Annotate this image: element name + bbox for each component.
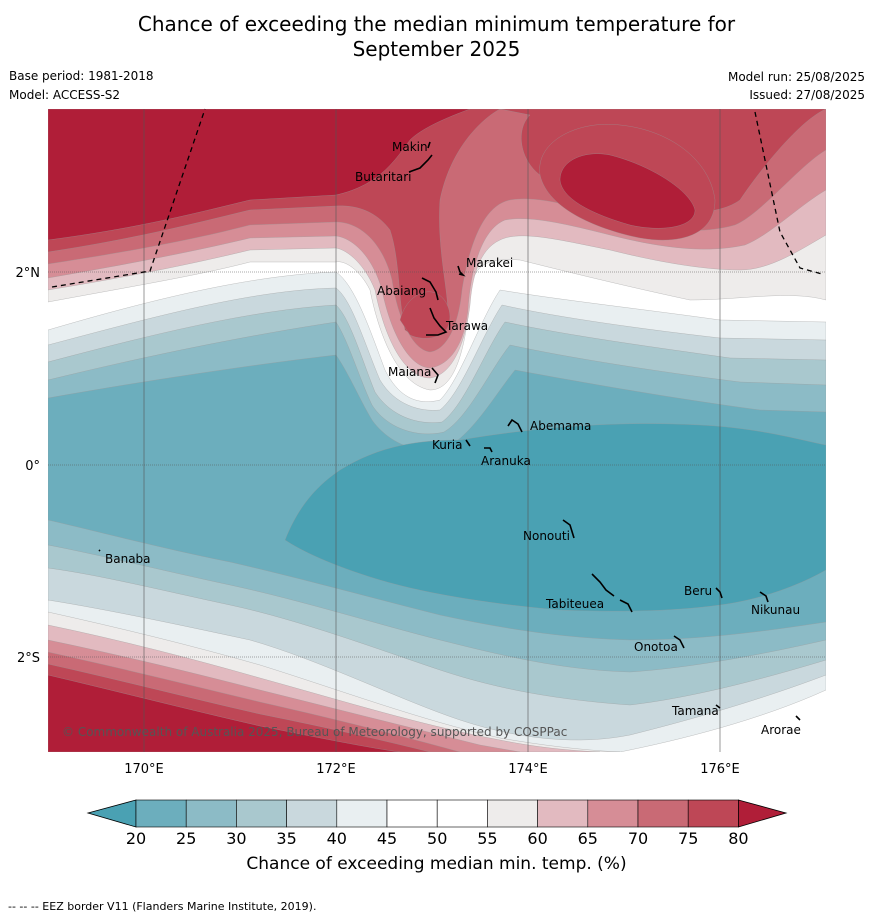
island-shape-nonouti — [562, 519, 575, 539]
colorbar-segment — [487, 799, 538, 828]
lat-label-0: 0° — [25, 459, 40, 474]
lon-label-172: 172°E — [316, 762, 356, 777]
colorbar-tick-label: 35 — [276, 829, 296, 848]
colorbar-tick-label: 65 — [578, 829, 598, 848]
colorbar-tick-label: 20 — [126, 829, 146, 848]
eez-border-east — [754, 111, 823, 275]
colorbar-segment — [286, 799, 338, 828]
lon-axis: 170°E 172°E 174°E 176°E — [124, 762, 740, 777]
island-shape-arorae — [795, 715, 801, 721]
place-label-tamana: Tamana — [671, 704, 719, 718]
place-label-arorae: Arorae — [761, 723, 801, 737]
island-shape-tabiteuea — [591, 573, 633, 613]
island-shape-maiana — [431, 367, 439, 384]
colorbar-segment — [537, 799, 589, 828]
lat-label-2n: 2°N — [16, 266, 41, 281]
place-labels: Makin Butaritari Marakei Abaiang Tarawa … — [105, 140, 801, 737]
island-shape-tamana — [715, 704, 721, 709]
place-label-tarawa: Tarawa — [445, 319, 488, 333]
island-shape-makin — [427, 141, 431, 149]
colorbar-tick-label: 60 — [527, 829, 547, 848]
copyright-notice: © Commonwealth of Australia 2025, Bureau… — [62, 725, 567, 739]
base-period: Base period: 1981-2018 — [9, 69, 154, 83]
model-name: Model: ACCESS-S2 — [9, 88, 121, 102]
colorbar-arrow-high — [738, 799, 788, 828]
place-label-makin: Makin — [392, 140, 428, 154]
lon-label-174: 174°E — [508, 762, 548, 777]
colorbar-arrow-low — [86, 799, 137, 828]
colorbar-tick-label: 30 — [226, 829, 246, 848]
colorbar-tick-label: 70 — [628, 829, 648, 848]
place-label-kuria: Kuria — [432, 438, 463, 452]
graticule — [48, 109, 826, 752]
island-shape-marakei — [457, 265, 466, 277]
colorbar-segment — [185, 799, 237, 828]
island-shape-tarawa — [426, 307, 448, 336]
map-title: Chance of exceeding the median minimum t… — [0, 12, 873, 62]
place-label-marakei: Marakei — [466, 256, 513, 270]
eez-border — [51, 108, 823, 288]
colorbar-segment — [436, 799, 488, 828]
probability-field — [48, 109, 826, 752]
island-shape-abemama — [507, 418, 523, 433]
map-title-line1: Chance of exceeding the median minimum t… — [137, 12, 736, 36]
colorbar-segment — [637, 799, 689, 828]
place-label-abemama: Abemama — [530, 419, 591, 433]
lon-label-170: 170°E — [124, 762, 164, 777]
colorbar-segment — [236, 799, 287, 828]
eez-border-west — [51, 108, 206, 288]
band-80-south — [48, 674, 401, 752]
island-shape-kuria — [465, 439, 471, 447]
island-shape-abaiang — [421, 277, 439, 301]
lat-axis: 2°N 0° 2°S — [16, 266, 41, 666]
colorbar-segment — [135, 799, 187, 828]
place-label-abaiang: Abaiang — [377, 284, 426, 298]
place-label-nikunau: Nikunau — [751, 603, 800, 617]
colorbar-tick-label: 40 — [327, 829, 347, 848]
island-shape-aranuka — [484, 447, 493, 453]
colorbar-segment — [386, 799, 438, 828]
island-shape-beru — [715, 587, 723, 599]
colorbar-tick-label: 80 — [728, 829, 748, 848]
colorbar-segment — [687, 799, 739, 828]
issued-date: Issued: 27/08/2025 — [749, 88, 865, 102]
eez-footer-note: -- -- -- EEZ border V11 (Flanders Marine… — [8, 900, 317, 913]
colorbar-label: Chance of exceeding median min. temp. (%… — [246, 854, 627, 874]
colorbar: 20 25 30 35 40 45 50 55 60 65 70 75 80 — [86, 799, 788, 848]
band-80-east-blob — [559, 153, 696, 229]
band-20 — [284, 423, 826, 612]
outlook-map: Makin Butaritari Marakei Abaiang Tarawa … — [16, 108, 826, 848]
colorbar-segment — [336, 799, 388, 828]
lat-label-2s: 2°S — [17, 651, 40, 666]
colorbar-tick-label: 55 — [477, 829, 497, 848]
place-label-beru: Beru — [684, 584, 712, 598]
model-run: Model run: 25/08/2025 — [727, 70, 865, 84]
lon-label-176: 176°E — [700, 762, 740, 777]
island-shape-butaritari — [408, 154, 433, 173]
band-75-tarawa — [399, 291, 451, 339]
place-label-tabiteuea: Tabiteuea — [545, 597, 604, 611]
place-label-onotoa: Onotoa — [634, 640, 678, 654]
place-label-maiana: Maiana — [388, 365, 431, 379]
place-label-butaritari: Butaritari — [355, 170, 412, 184]
colorbar-tick-label: 75 — [678, 829, 698, 848]
colorbar-tick-label: 45 — [377, 829, 397, 848]
map-title-line2: September 2025 — [352, 37, 521, 61]
colorbar-segment — [587, 799, 639, 828]
colorbar-tick-label: 25 — [176, 829, 196, 848]
place-label-aranuka: Aranuka — [481, 454, 531, 468]
place-label-nonouti: Nonouti — [523, 529, 570, 543]
place-label-banaba: Banaba — [105, 552, 151, 566]
island-shape-nikunau — [759, 591, 769, 603]
islands — [98, 141, 801, 721]
band-80-north — [48, 109, 471, 241]
colorbar-tick-label: 50 — [427, 829, 447, 848]
island-shape-banaba — [98, 549, 101, 552]
island-shape-onotoa — [673, 635, 685, 649]
